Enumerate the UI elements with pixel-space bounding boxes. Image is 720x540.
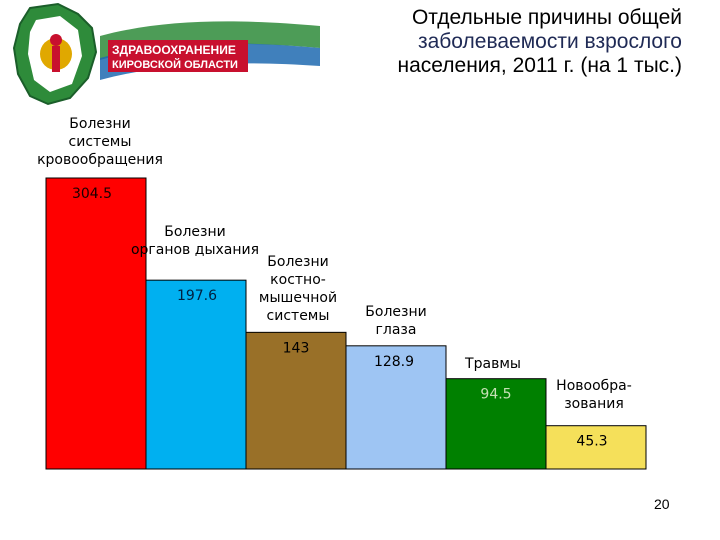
- category-label-line: Болезни: [164, 224, 225, 240]
- value-label-1: 304.5: [72, 186, 112, 202]
- logo-text-line1: ЗДРАВООХРАНЕНИЕ: [112, 43, 236, 57]
- value-label-4: 128.9: [374, 354, 414, 370]
- category-label-3: Болезни костно-мышечной системы: [259, 254, 337, 324]
- value-label-6: 45.3: [576, 434, 607, 450]
- category-label-line: Новообра-: [556, 378, 632, 394]
- category-label-line: кровообращения: [37, 152, 163, 168]
- category-label-line: зования: [564, 396, 624, 412]
- bar-4: [345, 345, 447, 470]
- title-line-2: заболеваемости взрослого: [417, 30, 682, 53]
- category-label-5: Травмы: [464, 356, 521, 372]
- category-label-line: Болезни: [267, 254, 328, 270]
- page-number: 20: [654, 496, 670, 512]
- category-label-line: Травмы: [464, 356, 521, 372]
- value-label-5: 94.5: [480, 387, 511, 403]
- title-line-3: населения, 2011 г. (на 1 тыс.): [397, 54, 682, 77]
- category-label-line: системы: [69, 134, 132, 150]
- category-label-line: Болезни: [69, 116, 130, 132]
- bar-3: [245, 331, 347, 470]
- category-label-line: мышечной: [259, 290, 337, 306]
- category-label-4: Болезни глаза: [365, 304, 426, 338]
- category-label-line: Болезни: [365, 304, 426, 320]
- category-label-1: Болезни системы кровообращения: [37, 116, 163, 168]
- category-label-line: костно-: [270, 272, 326, 288]
- logo-emblem-graphic: ЗДРАВООХРАНЕНИЕ КИРОВСКОЙ ОБЛАСТИ: [12, 2, 320, 106]
- logo-text-line2: КИРОВСКОЙ ОБЛАСТИ: [112, 58, 238, 71]
- category-label-line: системы: [267, 308, 330, 324]
- bar-1: [45, 177, 147, 470]
- category-label-6: Новообра-зования: [556, 378, 632, 412]
- category-label-line: органов дыхания: [131, 242, 259, 258]
- title-line-1: Отдельные причины общей: [411, 6, 682, 29]
- value-label-2: 197.6: [177, 288, 217, 304]
- category-label-2: Болезни органов дыхания: [131, 224, 259, 258]
- logo: ЗДРАВООХРАНЕНИЕ КИРОВСКОЙ ОБЛАСТИ: [0, 0, 330, 110]
- category-label-line: глаза: [376, 322, 417, 338]
- bar-2: [145, 279, 247, 470]
- bar-6: [545, 425, 647, 470]
- value-label-3: 143: [283, 340, 310, 356]
- page-title: Отдельные причины общей заболеваемости в…: [302, 6, 682, 78]
- bar-5: [445, 378, 547, 470]
